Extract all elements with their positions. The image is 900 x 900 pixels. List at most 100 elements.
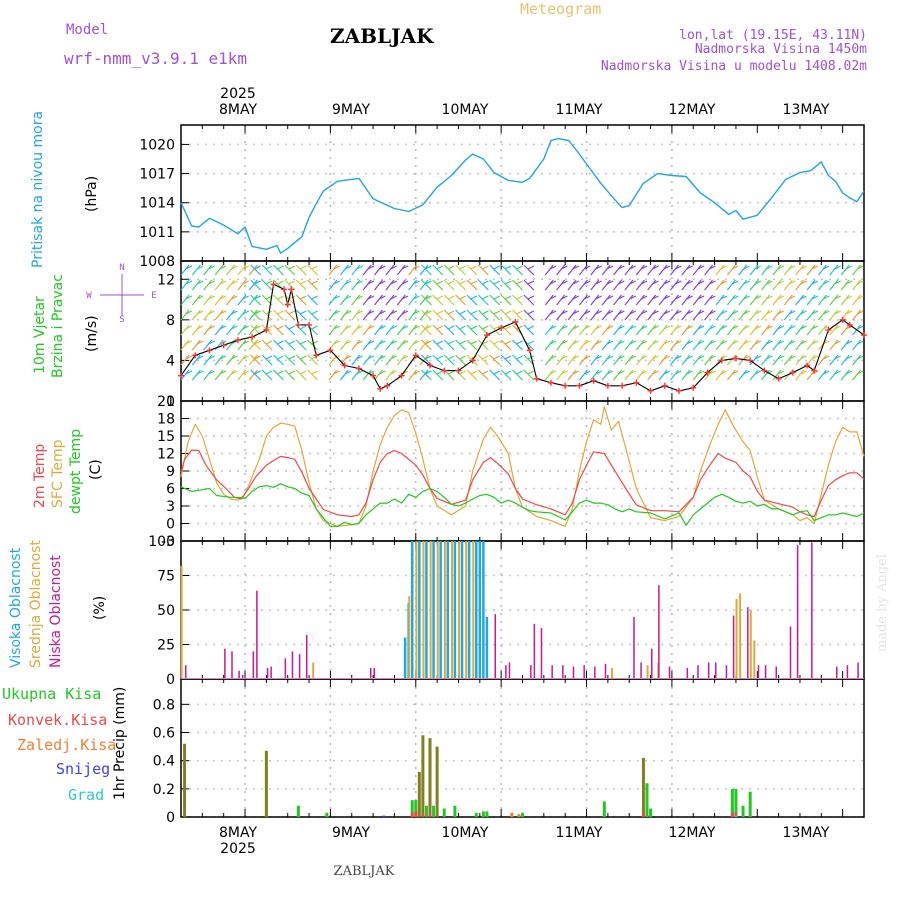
wind-barb-flag <box>379 295 386 300</box>
wind-barb <box>704 339 714 351</box>
cloud-low-bar <box>811 542 813 679</box>
wind-speed-point <box>747 357 754 364</box>
cloud-mid-bar <box>436 541 439 679</box>
wind-barb-flag <box>857 310 864 315</box>
wind-barb-flag <box>583 310 591 315</box>
wind-barb <box>489 309 501 321</box>
wind-barb <box>738 309 748 321</box>
top-day-label: 12MAY <box>669 102 716 118</box>
wind-barb <box>432 339 444 351</box>
wind-barb-flag <box>572 325 580 330</box>
cloud-high-bar <box>467 541 471 679</box>
wind-barb-flag <box>493 370 501 375</box>
cloud-low-bar <box>494 614 496 679</box>
wind-barb-flag <box>720 340 728 345</box>
wind-barb-flag <box>800 310 807 315</box>
wind-barb-flag <box>754 355 762 360</box>
wind-barb <box>840 369 850 381</box>
wind-barb-flag <box>800 325 807 330</box>
wind-speed-point <box>178 372 184 379</box>
wind-barb-flag <box>800 370 807 375</box>
wind-barb-flag <box>401 280 409 285</box>
wind-barb <box>840 354 850 366</box>
wind-barb <box>624 354 634 366</box>
wind-barb-flag <box>311 340 318 345</box>
wind-barb <box>704 294 714 306</box>
wind-barb-flag <box>277 310 284 315</box>
wind-barb-flag <box>561 310 568 315</box>
wind-barb-flag <box>549 355 557 360</box>
wind-barb <box>455 309 467 321</box>
precip-total-bar <box>435 746 439 817</box>
wind-barb-flag <box>561 295 568 300</box>
wind-speed-point <box>704 369 711 376</box>
wind-barb-flag <box>516 340 523 345</box>
wind-barb <box>692 264 702 276</box>
cloud-low-bar <box>633 616 635 679</box>
wind-barb-flag <box>231 325 238 330</box>
wind-barb-flag <box>663 325 671 330</box>
wind-barb-flag <box>196 325 204 330</box>
wind-barb-flag <box>686 265 693 270</box>
wind-barb-flag <box>697 370 705 375</box>
wind-barb <box>726 339 736 351</box>
cloud-high-bar <box>478 541 482 679</box>
wind-barb <box>203 309 213 321</box>
wind-barb-flag <box>401 265 409 270</box>
panel-2: 0 4 8 12 <box>157 260 865 410</box>
wind-barb <box>544 309 554 321</box>
wind-barb-flag <box>196 370 204 375</box>
wind-barb-flag <box>618 310 625 315</box>
credit-text: made by Angel <box>875 554 890 652</box>
panel-4: 0 25 50 75 100 <box>148 534 865 688</box>
wind-speed-point <box>811 367 818 374</box>
wind-barb-flag <box>572 280 580 285</box>
wind-barb <box>284 354 296 366</box>
wind-barb-flag <box>618 295 625 300</box>
temp-title-1: 2m Temp <box>32 444 48 508</box>
wind-barb <box>408 294 418 306</box>
precip-grad-bar <box>734 815 738 817</box>
wind-barb-flag <box>401 310 409 315</box>
wind-speed-point <box>839 316 846 323</box>
wind-barb-flag <box>709 310 716 315</box>
wind-barb-flag <box>254 280 261 285</box>
wind-barb <box>578 339 588 351</box>
wind-barb <box>226 309 236 321</box>
wind-barb <box>772 294 782 306</box>
wind-barb <box>421 309 432 321</box>
wind-barb-flag <box>845 295 853 300</box>
wind-barb-flag <box>219 280 227 285</box>
wind-barb <box>339 264 349 276</box>
wind-barb-flag <box>516 310 523 315</box>
wind-barb-flag <box>470 295 478 300</box>
cloud-mid-bar <box>458 541 461 679</box>
wind-barb-flag <box>743 310 750 315</box>
wind-barb <box>647 354 657 366</box>
wind-speed-point <box>370 372 377 379</box>
wind-barb-flag <box>390 295 397 300</box>
wind-barb-flag <box>504 265 512 270</box>
wind-barb-flag <box>834 325 841 330</box>
wind-speed-points <box>178 281 867 394</box>
wind-speed-point <box>469 357 476 364</box>
y-tick-label: 4 <box>166 353 175 369</box>
y-tick-label: 0.4 <box>153 754 175 770</box>
wind-barb-flag <box>459 310 466 315</box>
cloud-mid-bar <box>408 596 411 679</box>
wind-barb <box>715 324 725 336</box>
cloud-low-bar <box>835 666 838 679</box>
wind-speed-point <box>483 332 490 339</box>
wind-barb <box>704 279 714 291</box>
wind-barb <box>704 369 714 381</box>
wind-barb <box>681 294 691 306</box>
wind-barb-flag <box>436 325 444 330</box>
cloud-mid-bar <box>443 541 446 679</box>
cloud-high-bar <box>482 541 485 679</box>
wind-barb <box>214 324 224 336</box>
cloud-title-3: Niska Oblacnost <box>48 555 64 668</box>
wind-barb-flag <box>811 340 819 345</box>
wind-barb-flag <box>470 340 478 345</box>
wind-barb-flag <box>720 310 728 315</box>
y-tick-label: 0 <box>166 810 175 826</box>
